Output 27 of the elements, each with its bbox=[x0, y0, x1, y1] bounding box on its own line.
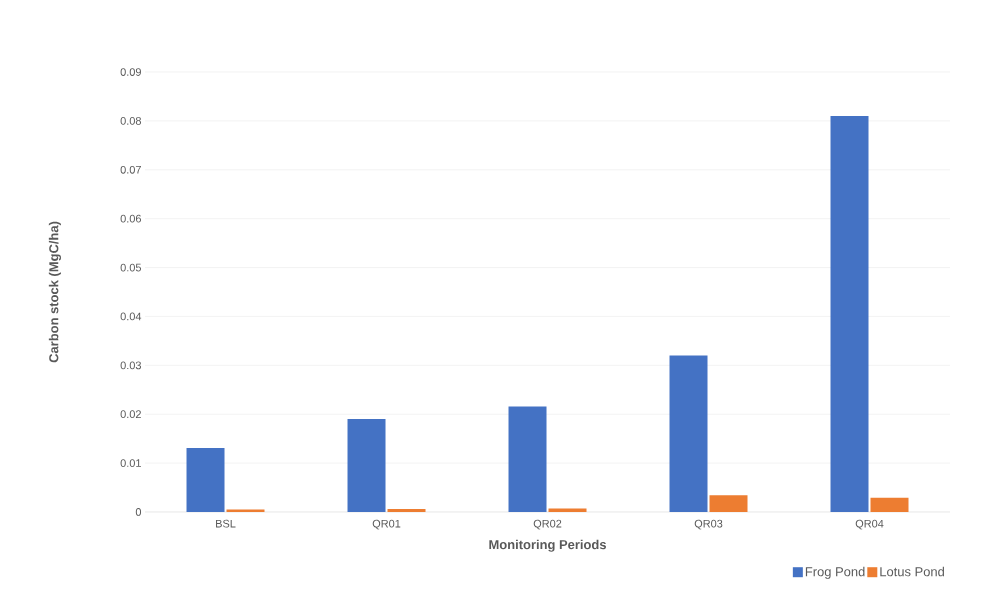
x-tick-label: BSL bbox=[216, 519, 236, 528]
bar bbox=[669, 355, 708, 512]
bar bbox=[347, 419, 386, 512]
y-tick-label: 0.02 bbox=[120, 410, 141, 419]
x-tick-label: QR03 bbox=[694, 519, 723, 530]
x-tick-label: QR04 bbox=[855, 519, 884, 530]
y-tick-label: 0.04 bbox=[120, 312, 142, 321]
y-tick-label: 0.06 bbox=[120, 214, 141, 223]
y-tick-label: 0.09 bbox=[120, 68, 141, 76]
x-axis-title: Monitoring Periods bbox=[489, 539, 606, 552]
bar bbox=[870, 497, 909, 512]
y-tick-label: 0.03 bbox=[120, 361, 141, 370]
bar bbox=[709, 495, 748, 512]
y-axis-title: Carbon stock (MgC/ha) bbox=[48, 221, 61, 363]
bar bbox=[830, 116, 869, 512]
legend-label: Lotus Pond bbox=[880, 566, 944, 577]
bar bbox=[508, 406, 547, 512]
y-tick-label: 0.07 bbox=[120, 165, 141, 174]
bar bbox=[387, 509, 426, 512]
x-tick-label: QR02 bbox=[533, 519, 562, 530]
y-tick-label: 0.01 bbox=[120, 459, 141, 467]
x-tick-label: QR01 bbox=[372, 519, 401, 530]
y-tick-label: 0.08 bbox=[120, 117, 141, 125]
y-tick-label: 0 bbox=[135, 508, 142, 516]
y-tick-label: 0.05 bbox=[120, 263, 142, 272]
bar bbox=[186, 447, 225, 512]
legend-label: Frog Pond bbox=[805, 566, 865, 579]
